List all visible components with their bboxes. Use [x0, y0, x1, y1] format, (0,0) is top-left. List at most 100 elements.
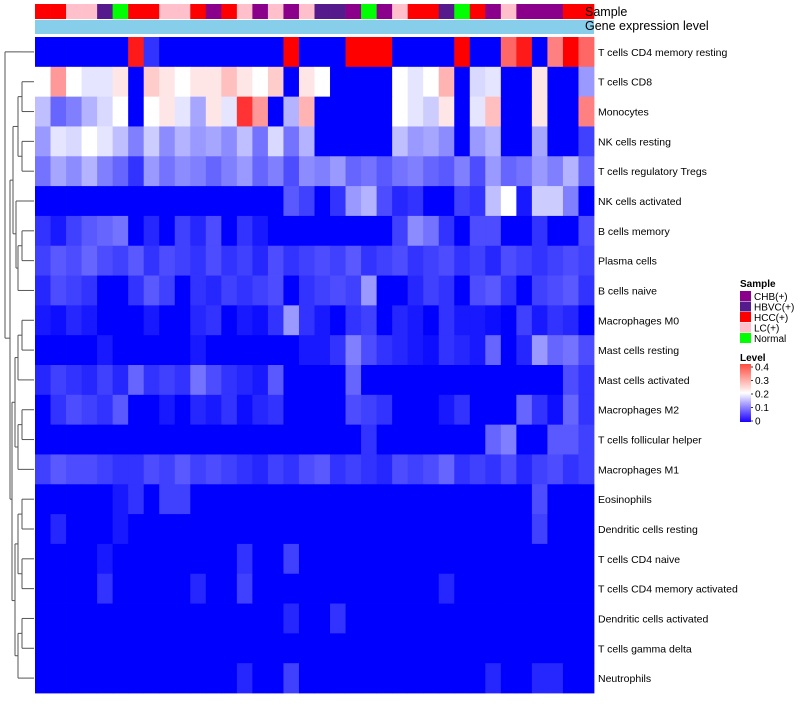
- heatmap-cell: [547, 514, 564, 545]
- sample-annotation-cell: [66, 4, 82, 19]
- heatmap-cell: [330, 663, 346, 694]
- heatmap-cell: [205, 543, 222, 575]
- heatmap-cell: [407, 275, 424, 306]
- heatmap-cell: [485, 543, 502, 575]
- heatmap-cell: [454, 514, 471, 545]
- heatmap-cell: [174, 126, 191, 157]
- heatmap-cell: [562, 335, 579, 366]
- heatmap-cell: [221, 305, 238, 336]
- heatmap-cell: [190, 275, 207, 306]
- heatmap-cell: [578, 394, 595, 426]
- heatmap-cell: [252, 335, 269, 366]
- heatmap-cell: [330, 484, 346, 515]
- heatmap-cell: [345, 335, 362, 366]
- heatmap-cell: [423, 484, 440, 515]
- heatmap-cell: [531, 215, 548, 247]
- heatmap-cell: [407, 633, 424, 664]
- row-label: T cells CD8: [598, 77, 652, 89]
- heatmap-cell: [531, 454, 548, 485]
- sample-annotation-cell: [128, 4, 144, 19]
- heatmap-cell: [562, 603, 579, 634]
- heatmap-cell: [345, 603, 362, 634]
- heatmap-cell: [112, 305, 129, 336]
- heatmap-cell: [516, 335, 533, 366]
- heatmap-cell: [66, 37, 82, 68]
- heatmap-cell: [330, 186, 346, 217]
- heatmap-cell: [298, 275, 315, 306]
- heatmap-cell: [376, 633, 393, 664]
- heatmap-cell: [159, 275, 176, 306]
- heatmap-cell: [407, 603, 424, 634]
- heatmap-cell: [500, 573, 517, 604]
- heatmap-cell: [516, 514, 533, 545]
- heatmap-cell: [376, 484, 393, 515]
- heatmap-cell: [267, 156, 284, 187]
- sample-annotation-bar: [35, 4, 595, 19]
- heatmap-cell: [485, 454, 502, 485]
- level-legend-tick-label: 0.3: [755, 376, 769, 387]
- row-label: Mast cells activated: [598, 375, 690, 387]
- heatmap-cell: [190, 633, 207, 664]
- heatmap-cell: [361, 424, 378, 455]
- heatmap-cell: [547, 126, 564, 157]
- heatmap-cell: [578, 603, 595, 634]
- heatmap-cell: [35, 365, 51, 396]
- heatmap-cell: [267, 603, 284, 634]
- heatmap-cell: [267, 96, 284, 127]
- heatmap-cell: [562, 186, 579, 217]
- heatmap-cell: [438, 305, 455, 336]
- heatmap-cell: [423, 543, 440, 575]
- sample-annotation-cell: [283, 4, 300, 19]
- heatmap-cell: [128, 454, 145, 485]
- heatmap-cell: [50, 633, 67, 664]
- heatmap-cell: [252, 454, 269, 485]
- heatmap-cell: [500, 96, 517, 127]
- heatmap-cell: [112, 365, 129, 396]
- heatmap-cell: [112, 484, 129, 515]
- heatmap-cell: [174, 394, 191, 426]
- heatmap-cell: [376, 365, 393, 396]
- heatmap-cell: [66, 663, 82, 694]
- heatmap-cell: [392, 543, 409, 575]
- row-label: T cells gamma delta: [598, 643, 692, 655]
- heatmap-cell: [112, 514, 129, 545]
- heatmap-cell: [221, 126, 238, 157]
- heatmap-cell: [50, 424, 67, 455]
- heatmap-cell: [469, 484, 486, 515]
- heatmap-cell: [330, 365, 346, 396]
- heatmap-cell: [531, 245, 548, 276]
- heatmap-cell: [159, 365, 176, 396]
- heatmap-cell: [438, 245, 455, 276]
- heatmap-cell: [578, 66, 595, 98]
- heatmap-cell: [516, 186, 533, 217]
- heatmap-cell: [485, 365, 502, 396]
- row-label: T cells CD4 memory resting: [598, 47, 727, 59]
- heatmap-cell: [516, 424, 533, 455]
- heatmap-cell: [267, 37, 284, 68]
- heatmap-cell: [298, 215, 315, 247]
- heatmap-cell: [330, 305, 346, 336]
- heatmap-cell: [283, 96, 300, 127]
- heatmap-cell: [485, 663, 502, 694]
- heatmap-cell: [469, 215, 486, 247]
- heatmap-cell: [361, 245, 378, 276]
- heatmap-cell: [423, 186, 440, 217]
- heatmap-cell: [35, 573, 51, 604]
- heatmap-cell: [562, 633, 579, 664]
- heatmap-cell: [345, 37, 362, 68]
- heatmap-cell: [252, 365, 269, 396]
- heatmap-cell: [205, 66, 222, 98]
- heatmap-cell: [392, 126, 409, 157]
- heatmap-cell: [469, 275, 486, 306]
- heatmap-cell: [516, 394, 533, 426]
- heatmap-cell: [454, 96, 471, 127]
- heatmap-cell: [174, 603, 191, 634]
- heatmap-cell: [159, 335, 176, 366]
- row-label: Dendritic cells activated: [598, 613, 708, 625]
- heatmap-cell: [314, 215, 331, 247]
- heatmap-cell: [143, 96, 160, 127]
- heatmap-cell: [143, 573, 160, 604]
- heatmap-cell: [252, 514, 269, 545]
- heatmap-cell: [485, 633, 502, 664]
- heatmap-cell: [578, 186, 595, 217]
